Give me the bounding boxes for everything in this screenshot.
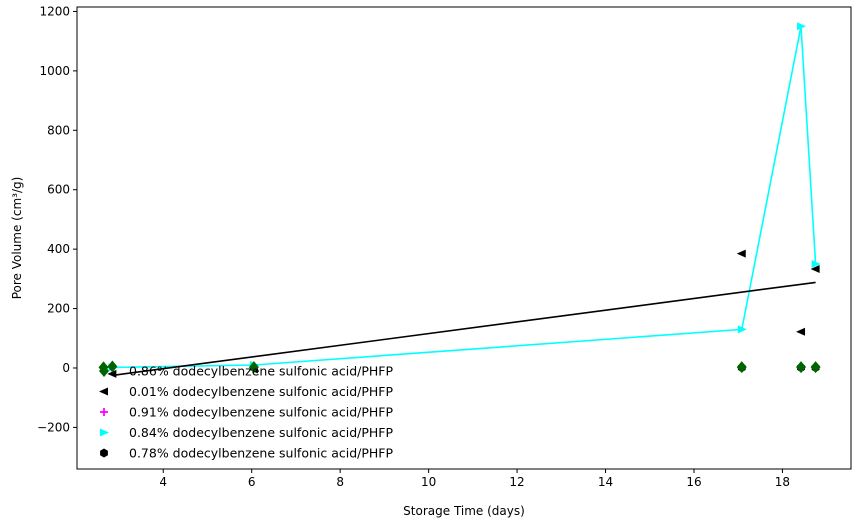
legend-marker (100, 448, 108, 458)
data-point (107, 360, 118, 373)
y-tick-label: −200 (37, 420, 70, 434)
x-tick-label: 12 (509, 475, 524, 489)
y-axis-label: Pore Volume (cm³/g) (10, 177, 24, 300)
y-tick-label: 600 (47, 183, 70, 197)
legend-marker (99, 365, 109, 377)
y-axis-ticks: −200 0 200 400 600 800 1000 1200 (37, 4, 77, 434)
legend-label: 0.86% dodecylbenzene sulfonic acid/PHFP (129, 364, 393, 379)
y-tick-label: 800 (47, 123, 70, 137)
x-tick-label: 6 (248, 475, 256, 489)
legend-label: 0.78% dodecylbenzene sulfonic acid/PHFP (129, 446, 393, 461)
data-point (796, 327, 806, 336)
data-point (810, 265, 820, 274)
y-tick-label: 1000 (39, 64, 70, 78)
x-tick-label: 8 (336, 475, 344, 489)
data-point (811, 259, 821, 268)
x-axis-ticks: 4 6 8 10 12 14 16 18 (159, 469, 790, 489)
y-tick-label: 0 (62, 361, 70, 375)
legend: 0.86% dodecylbenzene sulfonic acid/PHFP 0… (99, 364, 393, 461)
x-tick-label: 10 (421, 475, 436, 489)
legend-label: 0.84% dodecylbenzene sulfonic acid/PHFP (129, 425, 393, 440)
legend-label: 0.01% dodecylbenzene sulfonic acid/PHFP (129, 384, 393, 399)
x-axis-label: Storage Time (days) (403, 504, 525, 518)
legend-label: 0.91% dodecylbenzene sulfonic acid/PHFP (129, 405, 393, 420)
data-point (248, 361, 259, 374)
series-line (112, 281, 816, 377)
data-point (737, 325, 747, 334)
plot-area (77, 7, 851, 469)
x-tick-label: 4 (159, 475, 167, 489)
data-point (796, 361, 807, 374)
x-tick-label: 16 (686, 475, 701, 489)
y-tick-label: 1200 (39, 4, 70, 18)
x-tick-label: 18 (775, 475, 790, 489)
legend-marker (100, 428, 109, 437)
data-point (810, 361, 821, 374)
y-tick-label: 400 (47, 242, 70, 256)
axes (76, 6, 852, 470)
y-tick-label: 200 (47, 302, 70, 316)
data-point (736, 361, 747, 374)
legend-marker (100, 408, 108, 416)
data-markers (98, 22, 821, 378)
legend-marker (99, 387, 108, 396)
data-point (797, 22, 807, 31)
data-point (107, 369, 117, 378)
plot-frame (76, 6, 852, 470)
data-point (736, 249, 746, 258)
x-tick-label: 14 (598, 475, 613, 489)
